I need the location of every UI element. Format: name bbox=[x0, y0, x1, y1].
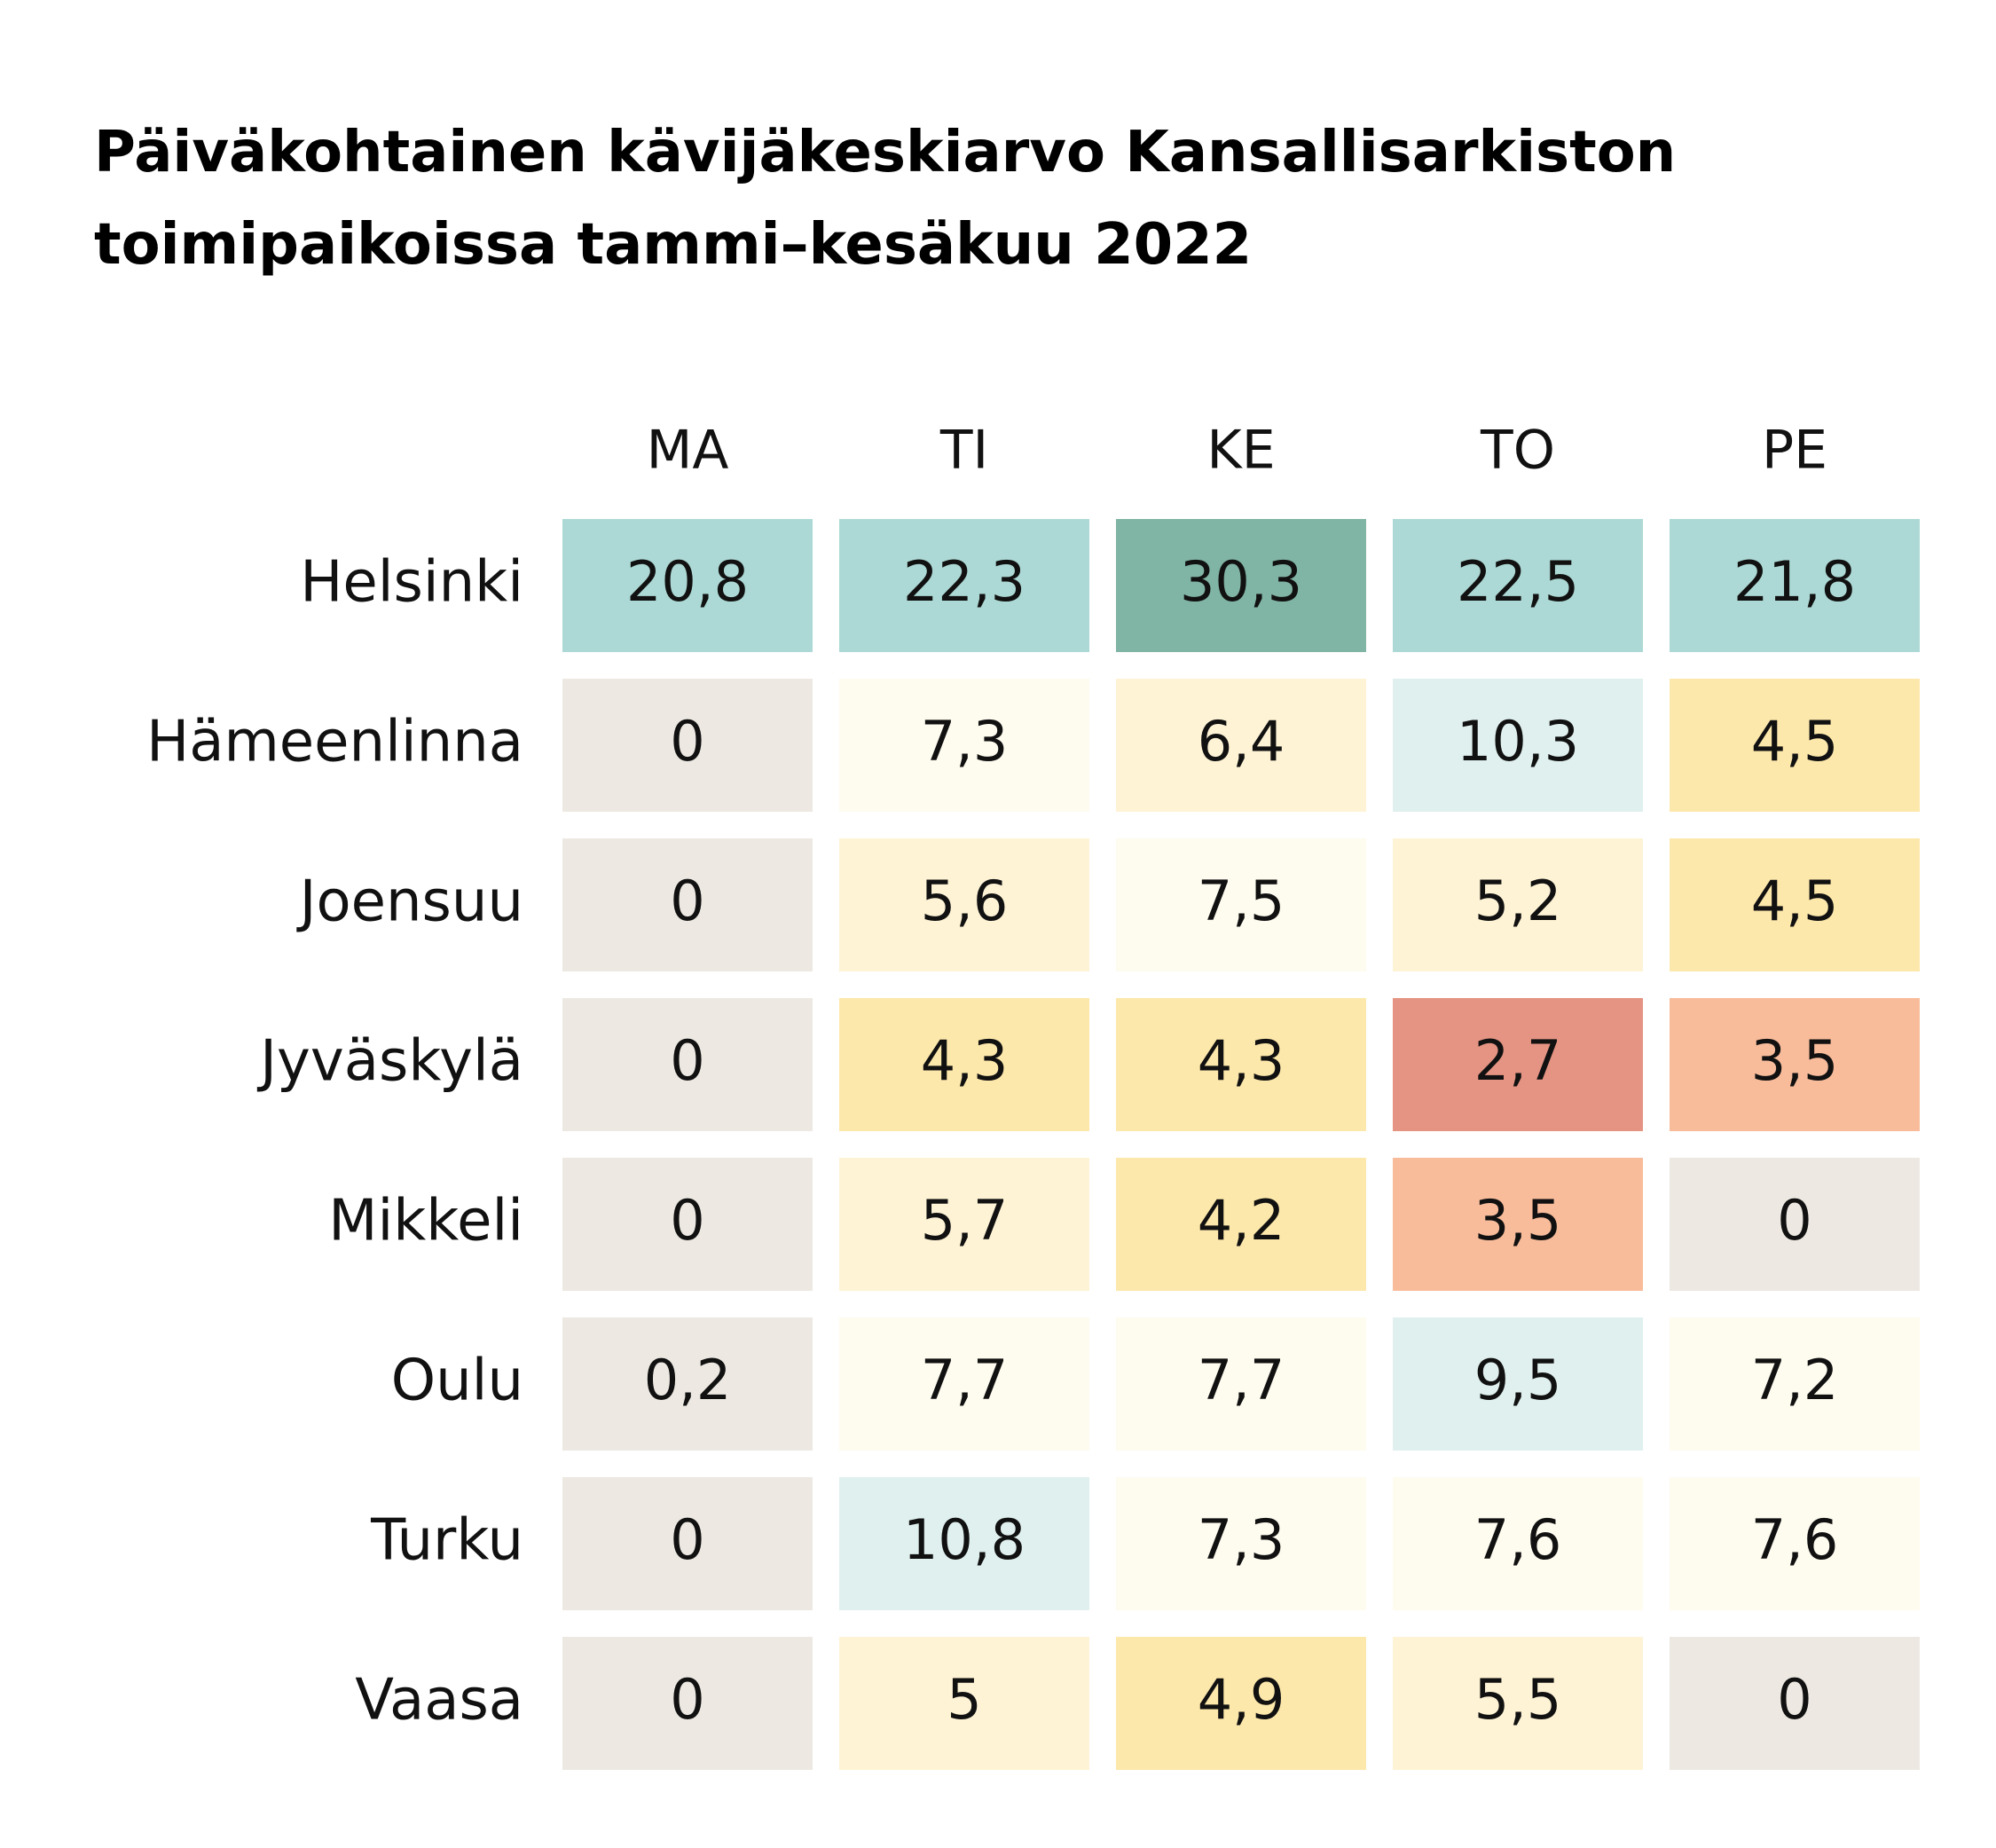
heatmap-cell bbox=[1393, 998, 1643, 1131]
cell-value-label: 0 bbox=[670, 1188, 704, 1253]
heatmap-cell bbox=[562, 679, 813, 812]
heatmap-cell bbox=[1393, 679, 1643, 812]
heatmap-cell bbox=[1670, 679, 1920, 812]
heatmap-cell bbox=[1393, 1317, 1643, 1451]
cell-value-label: 7,7 bbox=[921, 1348, 1009, 1412]
row-label: Mikkeli bbox=[328, 1189, 523, 1254]
heatmap-cell bbox=[1393, 519, 1643, 652]
heatmap-cell bbox=[562, 998, 813, 1131]
heatmap-cell bbox=[839, 519, 1089, 652]
cell-value-label: 0,2 bbox=[644, 1348, 732, 1412]
heatmap-cell bbox=[1116, 1477, 1366, 1610]
cell-value-label: 0 bbox=[670, 709, 704, 774]
heatmap-cell bbox=[1116, 1317, 1366, 1451]
heatmap-cell bbox=[1116, 1637, 1366, 1770]
cell-value-label: 3,5 bbox=[1474, 1188, 1562, 1253]
heatmap-cell bbox=[839, 838, 1089, 971]
heatmap-cell bbox=[1116, 838, 1366, 971]
cell-value-label: 4,5 bbox=[1751, 709, 1839, 774]
row-label: Turku bbox=[370, 1508, 523, 1574]
heatmap-cell bbox=[1393, 1637, 1643, 1770]
column-label-ke: KE bbox=[1206, 420, 1275, 482]
row-label: Joensuu bbox=[296, 869, 523, 935]
cell-value-label: 5,5 bbox=[1474, 1667, 1562, 1732]
heatmap-cell bbox=[839, 998, 1089, 1131]
cell-value-label: 30,3 bbox=[1180, 549, 1302, 614]
heatmap-cell bbox=[1116, 679, 1366, 812]
cell-value-label: 7,6 bbox=[1474, 1507, 1562, 1572]
cell-value-label: 10,8 bbox=[903, 1507, 1026, 1572]
cell-value-label: 0 bbox=[670, 1028, 704, 1093]
cell-value-label: 4,3 bbox=[1198, 1028, 1285, 1093]
cell-value-label: 7,2 bbox=[1751, 1348, 1839, 1412]
column-label-to: TO bbox=[1480, 420, 1555, 482]
cell-value-label: 5 bbox=[947, 1667, 981, 1732]
cell-value-label: 3,5 bbox=[1751, 1028, 1839, 1093]
cell-value-label: 7,7 bbox=[1198, 1348, 1285, 1412]
heatmap-cell bbox=[1670, 1637, 1920, 1770]
heatmap-cell bbox=[562, 1158, 813, 1291]
column-label-ti: TI bbox=[939, 420, 988, 482]
row-label: Oulu bbox=[391, 1349, 523, 1414]
heatmap-cell bbox=[1393, 1477, 1643, 1610]
row-label: Helsinki bbox=[300, 550, 523, 616]
heatmap-cell bbox=[562, 1317, 813, 1451]
column-label-ma: MA bbox=[647, 420, 729, 482]
cell-value-label: 22,3 bbox=[903, 549, 1026, 614]
cell-value-label: 0 bbox=[1777, 1188, 1811, 1253]
heatmap-cell bbox=[1670, 1158, 1920, 1291]
heatmap-cell bbox=[1670, 519, 1920, 652]
cell-value-label: 4,2 bbox=[1198, 1188, 1285, 1253]
heatmap-cell bbox=[1393, 1158, 1643, 1291]
cell-value-label: 7,5 bbox=[1198, 869, 1285, 933]
chart-title-line-2: toimipaikoissa tammi–kesäkuu 2022 bbox=[94, 212, 1253, 278]
heatmap-cell bbox=[839, 1158, 1089, 1291]
cell-value-label: 0 bbox=[1777, 1667, 1811, 1732]
cell-value-label: 5,7 bbox=[921, 1188, 1009, 1253]
heatmap-cell bbox=[562, 838, 813, 971]
cell-value-label: 4,9 bbox=[1198, 1667, 1285, 1732]
heatmap-cell bbox=[562, 1477, 813, 1610]
cell-value-label: 7,3 bbox=[921, 709, 1009, 774]
cell-value-label: 21,8 bbox=[1733, 549, 1856, 614]
row-label: Vaasa bbox=[355, 1668, 523, 1734]
heatmap-cell bbox=[839, 1317, 1089, 1451]
cell-value-label: 0 bbox=[670, 869, 704, 933]
cell-value-label: 20,8 bbox=[626, 549, 749, 614]
heatmap-cell bbox=[1670, 1477, 1920, 1610]
cell-value-label: 0 bbox=[670, 1667, 704, 1732]
heatmap-cell bbox=[1116, 1158, 1366, 1291]
cell-value-label: 10,3 bbox=[1457, 709, 1579, 774]
heatmap-cell bbox=[1393, 838, 1643, 971]
heatmap-cell bbox=[562, 519, 813, 652]
row-label: Hämeenlinna bbox=[146, 710, 523, 775]
heatmap-cell bbox=[1670, 1317, 1920, 1451]
cell-value-label: 7,6 bbox=[1751, 1507, 1839, 1572]
chart-title: Päiväkohtainen kävijäkeskiarvo Kansallis… bbox=[94, 106, 1913, 291]
heatmap-cell bbox=[1670, 998, 1920, 1131]
cell-value-label: 6,4 bbox=[1198, 709, 1285, 774]
heatmap-cell bbox=[1116, 519, 1366, 652]
cell-value-label: 4,5 bbox=[1751, 869, 1839, 933]
heatmap-cell bbox=[839, 1637, 1089, 1770]
heatmap-cell bbox=[1670, 838, 1920, 971]
heatmap-cell bbox=[562, 1637, 813, 1770]
cell-value-label: 0 bbox=[670, 1507, 704, 1572]
cell-value-label: 2,7 bbox=[1474, 1028, 1562, 1093]
cell-value-label: 5,2 bbox=[1474, 869, 1562, 933]
cell-value-label: 22,5 bbox=[1457, 549, 1579, 614]
heatmap-cell bbox=[1116, 998, 1366, 1131]
cell-value-label: 5,6 bbox=[921, 869, 1009, 933]
column-label-pe: PE bbox=[1762, 420, 1827, 482]
cell-value-label: 4,3 bbox=[921, 1028, 1009, 1093]
cell-value-label: 7,3 bbox=[1198, 1507, 1285, 1572]
heatmap-cell bbox=[839, 1477, 1089, 1610]
heatmap-cell bbox=[839, 679, 1089, 812]
cell-value-label: 9,5 bbox=[1474, 1348, 1562, 1412]
chart-title-line-1: Päiväkohtainen kävijäkeskiarvo Kansallis… bbox=[94, 120, 1677, 185]
row-label: Jyväskylä bbox=[256, 1029, 523, 1095]
